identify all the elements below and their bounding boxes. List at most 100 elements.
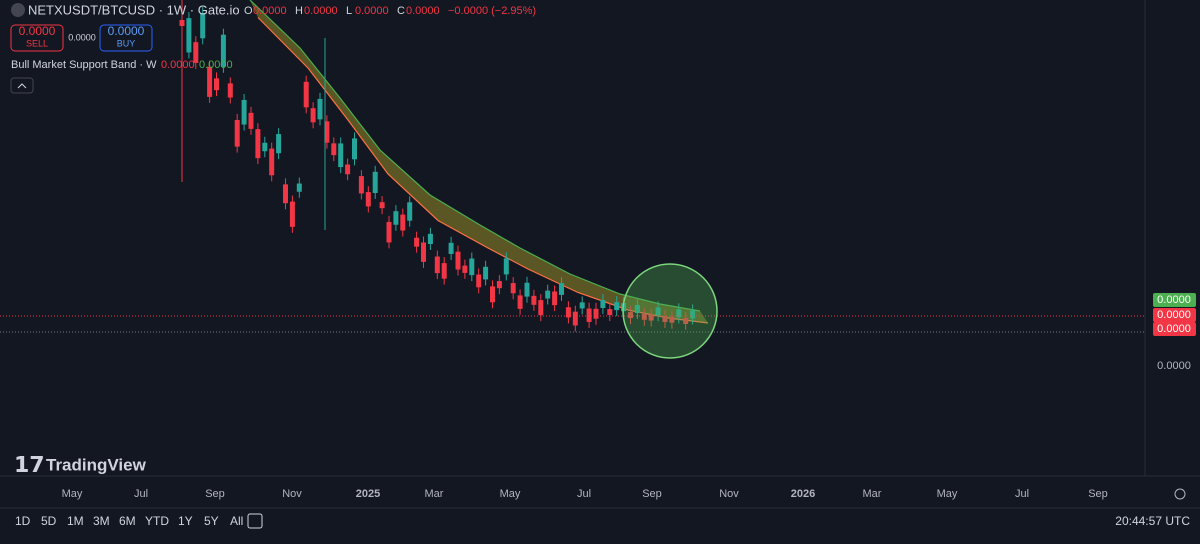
range-button[interactable]: 1M [67,514,84,528]
collapse-icon [17,83,27,89]
candle [434,256,440,274]
candle [476,274,482,288]
candle [538,300,544,316]
candle [483,266,489,280]
range-button[interactable]: 1D [15,514,31,528]
candle [365,192,371,207]
candle [669,316,675,323]
price-badge [1153,322,1196,336]
candle [683,317,689,324]
sell-button[interactable] [10,24,64,52]
candle [490,286,495,303]
candle [379,202,385,209]
range-button[interactable]: 3M [93,514,110,528]
time-label: Sep [205,488,225,500]
range-button[interactable]: All [230,514,243,528]
ohlc-value: 0.0000 [406,5,440,17]
date-range-icon[interactable] [247,513,263,529]
range-button[interactable]: 6M [119,514,136,528]
candle [503,258,509,275]
range-button[interactable]: 5D [41,514,57,528]
indicator-value: 0.0000 [161,59,195,71]
candle [662,316,668,323]
indicator-value: 0.0000 [199,59,233,71]
ohlc-key: C [397,5,405,17]
candle [648,314,654,321]
candle [400,214,406,231]
candle [448,242,454,254]
candle [593,308,599,319]
spread: 0.0000 [68,32,96,42]
candle [241,99,247,125]
candle [524,282,530,297]
candle [283,184,288,204]
candle [510,283,516,294]
candle [393,211,399,225]
ohlc-value: 0.0000 [355,5,389,17]
candle [269,148,275,176]
candle [565,307,571,318]
time-label: Mar [863,488,882,500]
indicator-name: Bull Market Support Band · W [11,59,157,71]
candle [345,164,351,175]
plot-area [179,0,709,332]
candle [296,183,302,192]
candle [200,13,206,39]
candle [559,283,564,295]
candle [600,299,606,308]
candle [331,143,337,156]
logo: TradingView [46,455,147,474]
time-label: Mar [425,488,444,500]
candle [572,311,578,326]
time-label: Jul [577,488,591,500]
ohlc-key: H [295,5,303,17]
candle [207,66,213,97]
candle [655,307,661,316]
buy-price: 0.0000 [108,24,145,38]
ohlc-key: O [244,5,253,17]
time-label: May [500,488,521,500]
candle [248,112,254,129]
price-label: 0.0000 [1157,309,1191,321]
candle [358,176,364,194]
candle [614,302,620,311]
time-label: Jul [1015,488,1029,500]
range-button[interactable]: 1Y [178,514,193,528]
candle [310,108,316,123]
ohlc-value: −0.0000 (−2.95%) [448,5,536,17]
candle [227,83,233,98]
buy-button[interactable] [99,24,153,52]
candle [552,291,558,306]
range-button[interactable]: YTD [145,514,169,528]
collapse-button[interactable] [10,77,34,94]
sell-price: 0.0000 [19,24,56,38]
price-label: 0.0000 [1157,360,1191,372]
candle [690,310,696,319]
candle [641,313,647,320]
candle [276,134,282,154]
sell-label: SELL [26,38,48,48]
price-label: 0.0000 [1157,323,1191,335]
time-label: May [62,488,83,500]
logo-mark: 𝟭𝟳 [14,452,45,477]
candle [496,281,502,289]
candle [469,258,475,276]
candle [545,290,551,299]
candle [421,242,426,262]
candle [427,233,433,245]
time-label: Sep [1088,488,1108,500]
candle [220,34,226,67]
ohlc-value: 0.0000 [304,5,338,17]
candle [372,171,378,194]
candle [317,98,323,120]
range-button[interactable]: 5Y [204,514,219,528]
symbol: NETXUSDT/BTCUSD · 1W · Gate.io [28,2,240,17]
price-label: 0.0000 [1157,294,1191,306]
time-label: 2025 [356,488,380,500]
candle [531,295,537,305]
candle [352,138,357,160]
settings-icon[interactable] [1174,488,1186,500]
candle [586,308,592,322]
highlight-circle [622,263,718,359]
